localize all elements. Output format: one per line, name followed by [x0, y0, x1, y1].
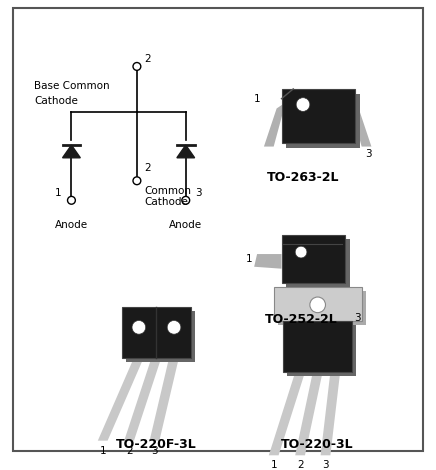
- Bar: [278, 291, 365, 325]
- Text: 3: 3: [151, 446, 158, 455]
- Polygon shape: [124, 358, 161, 441]
- Text: Common: Common: [145, 186, 192, 196]
- Text: Cathode: Cathode: [145, 197, 189, 207]
- Text: 3: 3: [322, 460, 329, 470]
- Text: 1: 1: [253, 94, 260, 104]
- Circle shape: [133, 177, 141, 185]
- Bar: [287, 325, 356, 376]
- Polygon shape: [320, 372, 340, 455]
- Bar: [286, 94, 360, 148]
- Text: 2: 2: [297, 460, 303, 470]
- Text: Anode: Anode: [55, 220, 88, 230]
- Bar: [283, 321, 352, 372]
- Text: 2: 2: [145, 55, 151, 64]
- Text: Cathode: Cathode: [34, 95, 78, 106]
- Bar: [286, 239, 350, 288]
- Circle shape: [132, 321, 146, 334]
- Text: 1: 1: [245, 254, 252, 264]
- Text: 3: 3: [354, 313, 361, 323]
- Bar: [274, 287, 361, 321]
- Bar: [122, 307, 191, 358]
- Text: 3: 3: [195, 188, 202, 198]
- Text: 1: 1: [99, 446, 106, 455]
- Polygon shape: [269, 372, 305, 455]
- Polygon shape: [329, 283, 352, 313]
- Polygon shape: [295, 372, 323, 455]
- Bar: [282, 235, 345, 283]
- Polygon shape: [177, 145, 194, 158]
- Text: TO-220-3L: TO-220-3L: [281, 438, 354, 451]
- Circle shape: [167, 321, 181, 334]
- Text: 2: 2: [145, 163, 151, 173]
- Polygon shape: [254, 254, 282, 269]
- Circle shape: [133, 63, 141, 70]
- Circle shape: [296, 98, 310, 111]
- Circle shape: [68, 196, 75, 204]
- Text: 3: 3: [365, 149, 372, 159]
- Text: 2: 2: [126, 446, 133, 455]
- Text: 1: 1: [270, 460, 277, 470]
- Text: TO-263-2L: TO-263-2L: [267, 171, 339, 184]
- Circle shape: [295, 246, 307, 258]
- Polygon shape: [336, 99, 371, 147]
- Text: TO-252-2L: TO-252-2L: [265, 313, 337, 326]
- Bar: [282, 89, 355, 143]
- Text: Base Common: Base Common: [34, 81, 110, 91]
- Text: 1: 1: [55, 188, 61, 198]
- Text: Anode: Anode: [169, 220, 202, 230]
- Polygon shape: [98, 358, 144, 441]
- Bar: [126, 311, 194, 361]
- Circle shape: [310, 297, 326, 313]
- Text: TO-220F-3L: TO-220F-3L: [116, 438, 197, 451]
- Polygon shape: [62, 145, 80, 158]
- Polygon shape: [264, 99, 299, 147]
- Circle shape: [182, 196, 190, 204]
- Polygon shape: [150, 358, 179, 441]
